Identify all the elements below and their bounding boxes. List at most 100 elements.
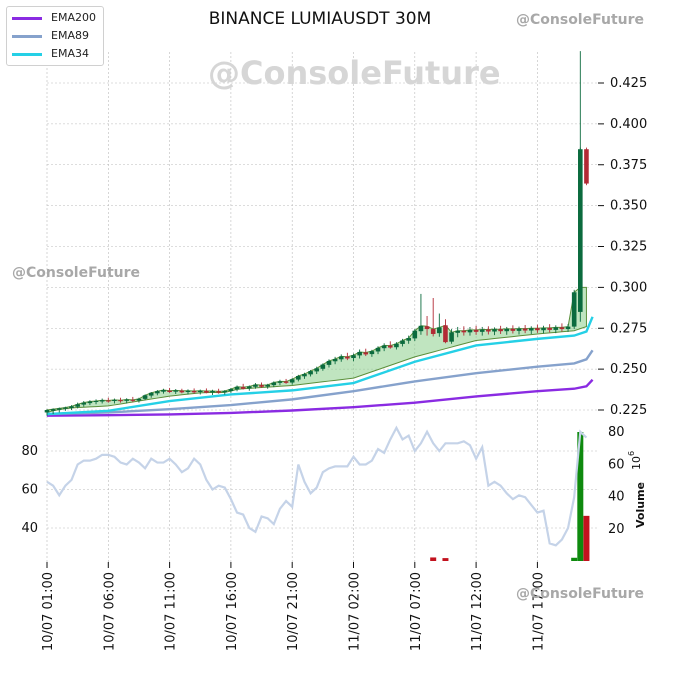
candle-body [173,390,179,392]
candle-body [204,391,209,393]
price-tick-label: 0.325 [610,240,647,255]
legend-swatch-ema200 [12,17,42,20]
candle-body [522,328,528,331]
chart-title: BINANCE LUMIAUSDT 30M [208,9,432,29]
candle-body [394,343,399,348]
price-tick-label: 0.250 [610,362,647,377]
candle-body [578,149,583,312]
watermark-bottom-right: @ConsoleFuture [516,586,644,602]
candle-body [547,327,552,330]
candle-body [179,390,185,393]
x-tick-label: 11/07 02:00 [348,572,363,651]
price-tick-label: 0.225 [610,403,647,418]
candle-body [222,391,228,393]
candle-body [320,364,326,369]
candle-body [308,371,313,375]
candle-body [375,347,381,352]
candle-body [69,406,74,409]
candle-body [161,390,166,392]
watermark-top-right: @ConsoleFuture [516,12,644,28]
oscillator-tick-label: 40 [21,521,38,536]
candle-body [112,399,117,402]
volume-bar [583,515,590,561]
candle-body [406,338,411,341]
candle-body [81,402,87,405]
x-tick-label: 11/07 12:00 [470,572,485,651]
watermark-center: @ConsoleFuture [208,54,501,92]
candle-body [412,330,418,339]
candle-body [430,329,436,334]
candle-body [283,381,289,383]
candle-body [136,398,142,401]
candle-body [167,390,172,393]
candle-body [345,356,350,359]
candle-body [142,395,148,399]
candle-body [56,408,62,410]
candle-body [437,327,442,334]
candle-body [559,327,565,330]
legend-label-ema89: EMA89 [51,29,89,42]
oscillator-tick-label: 60 [21,483,38,498]
candle-body [351,355,356,359]
candle-body [528,328,534,331]
candle-body [467,329,473,333]
candle-body [50,409,56,411]
candle-body [228,389,234,392]
volume-bar [442,558,449,561]
volume-bars [430,432,590,561]
volume-tick-label: 40 [608,490,625,505]
candle-body [553,327,559,330]
legend-swatch-ema34 [12,53,42,56]
volume-bar [571,557,578,561]
ema-line-ema200 [46,378,594,417]
candle-body [535,328,540,331]
volume-tick-label: 20 [608,522,625,537]
candle-body [191,391,197,393]
candle-body [504,328,510,332]
legend-item-ema34: EMA34 [7,47,103,61]
candle-body [289,379,295,383]
candle-body [44,410,50,413]
candle-body [400,340,405,344]
candle-body [296,375,301,380]
candle-body [363,352,369,355]
volume-axis: 20 40 60 80 Volume 106 [608,425,647,537]
price-tick-label: 0.425 [610,76,647,91]
oscillator-axis: 40 60 80 [21,444,38,536]
candle-body [216,391,221,393]
volume-tick-label: 80 [608,425,625,440]
candle-body [369,351,375,355]
x-tick-label: 11/07 17:00 [531,572,546,651]
volume-axis-unit: 10 [630,456,643,470]
candle-body [106,400,111,402]
legend-label-ema200: EMA200 [51,11,96,24]
candle-body [510,328,516,331]
candle-body [498,329,503,332]
candle-body [381,345,387,349]
candle-body [148,392,154,396]
candle-body [479,329,485,332]
x-tick-label: 11/07 07:00 [409,572,424,651]
candle-body [357,351,362,356]
candle-body [565,326,571,330]
legend-item-ema200: EMA200 [7,11,103,25]
candle-body [338,356,344,360]
legend-swatch-ema89 [12,35,42,38]
time-axis: 10/07 01:00 10/07 06:00 10/07 11:00 10/07 1… [41,562,546,651]
oscillator-tick-label: 80 [21,444,38,459]
candle-body [424,326,430,330]
candle-body [259,385,264,387]
candle-body [240,387,246,389]
price-axis: 0.225 0.250 0.275 0.300 0.325 0.350 0.375 0.400… [598,76,647,418]
candle-body [87,401,93,404]
legend-label-ema34: EMA34 [51,47,89,60]
candle-body [332,358,338,362]
volume-bar [430,557,437,561]
candle-body [541,327,546,331]
x-tick-label: 10/07 11:00 [164,572,179,651]
candle-body [75,404,80,407]
grid-lines [46,52,598,562]
legend: EMA200 EMA89 EMA34 [6,6,104,66]
x-tick-label: 10/07 01:00 [41,572,56,651]
